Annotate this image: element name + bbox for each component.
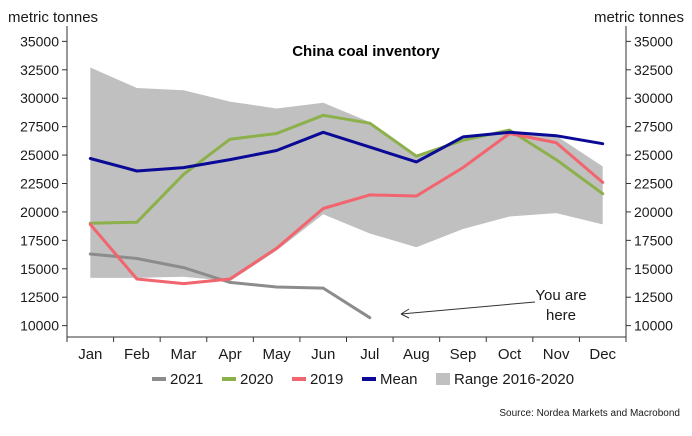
- left-tick-label: 27500: [20, 119, 59, 135]
- left-tick-label: 20000: [20, 204, 59, 220]
- you-are-here-annotation: You are here: [400, 287, 587, 324]
- right-tick-label: 15000: [634, 261, 673, 277]
- left-tick-label: 30000: [20, 90, 59, 106]
- x-tick-label: Feb: [124, 346, 150, 363]
- left-tick-label: 25000: [20, 147, 59, 163]
- right-tick-label: 35000: [634, 33, 673, 49]
- series-line-2021: [88, 252, 372, 320]
- x-tick-label: Jan: [78, 346, 102, 363]
- x-tick-labels: Jan Feb Mar Apr May Jun Jul Aug Sep Oct Nov Dec: [66, 337, 627, 363]
- y-axis-label-right: metric tonnes: [594, 9, 684, 26]
- x-tick-label: Apr: [218, 346, 241, 363]
- x-tick-label: Oct: [498, 346, 522, 363]
- right-tick-label: 25000: [634, 147, 673, 163]
- right-tick-label: 22500: [634, 176, 673, 192]
- y-axis-label-left: metric tonnes: [8, 9, 98, 26]
- left-tick-label: 32500: [20, 62, 59, 78]
- x-tick-label: May: [262, 346, 291, 363]
- range-band: [90, 67, 603, 282]
- left-tick-label: 35000: [20, 33, 59, 49]
- left-tick-label: 22500: [20, 176, 59, 192]
- x-tick-label: Mar: [171, 346, 197, 363]
- x-tick-label: Dec: [589, 346, 616, 363]
- annotation-text-line1: You are: [535, 287, 586, 304]
- right-tick-label: 30000: [634, 90, 673, 106]
- x-tick-label: Aug: [403, 346, 430, 363]
- series-line-mean: [88, 130, 605, 173]
- right-tick-label: 17500: [634, 232, 673, 248]
- x-tick-label: Jul: [360, 346, 379, 363]
- legend-label-mean: Mean: [380, 371, 418, 388]
- left-tick-labels: 10000 12500 15000 17500 20000 22500 25000 27500…: [20, 33, 67, 334]
- left-tick-label: 15000: [20, 261, 59, 277]
- legend-label-2021: 2021: [170, 371, 203, 388]
- legend-label-2019: 2019: [310, 371, 343, 388]
- x-tick-label: Nov: [543, 346, 570, 363]
- right-tick-labels: 10000 12500 15000 17500 20000 22500 25000 27500…: [626, 33, 673, 334]
- legend-label-range-2016-2020: Range 2016-2020: [454, 371, 574, 388]
- left-tick-label: 10000: [20, 318, 59, 334]
- source-note: Source: Nordea Markets and Macrobond: [499, 408, 680, 419]
- legend-label-2020: 2020: [240, 371, 273, 388]
- left-tick-label: 17500: [20, 232, 59, 248]
- series-line-2019: [88, 132, 605, 286]
- right-tick-label: 20000: [634, 204, 673, 220]
- right-tick-label: 27500: [634, 119, 673, 135]
- right-tick-label: 32500: [634, 62, 673, 78]
- annotation-arrow: [400, 301, 536, 315]
- annotation-arrowhead: [400, 308, 410, 319]
- chart-title: China coal inventory: [292, 43, 440, 60]
- x-tick-label: Sep: [450, 346, 477, 363]
- annotation-text-line2: here: [546, 307, 576, 324]
- plot-area: [66, 26, 627, 338]
- legend-swatch-range-2016-2020: [436, 373, 450, 385]
- right-tick-label: 12500: [634, 289, 673, 305]
- legend: 2021 2020 2019 Mean Range 2016-2020: [152, 371, 574, 388]
- right-tick-label: 10000: [634, 318, 673, 334]
- x-tick-label: Jun: [311, 346, 335, 363]
- left-tick-label: 12500: [20, 289, 59, 305]
